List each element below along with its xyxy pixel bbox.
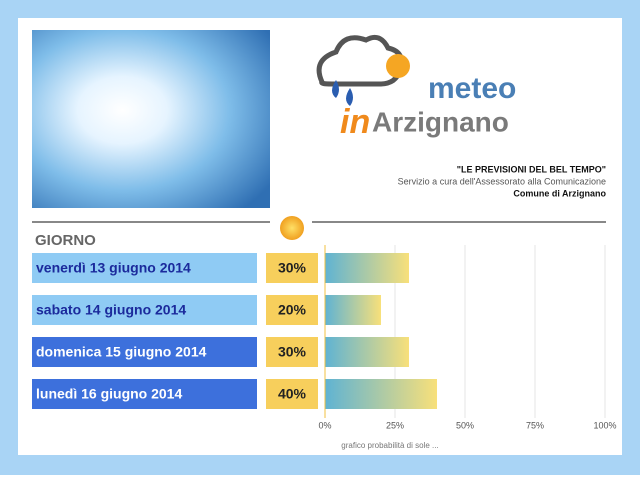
percent-box (266, 253, 318, 283)
x-tick-label: 100% (593, 420, 616, 430)
value-label: 30% (278, 344, 307, 360)
bar (325, 337, 409, 367)
bar (325, 253, 409, 283)
sky-photo (32, 30, 270, 208)
percent-box (266, 295, 318, 325)
day-box (32, 295, 257, 325)
x-tick-label: 50% (456, 420, 474, 430)
day-box (32, 337, 257, 367)
percent-box (266, 379, 318, 409)
x-axis-label: grafico probabilità di sole ... (341, 441, 438, 450)
sun-icon (280, 216, 304, 240)
x-tick-label: 25% (386, 420, 404, 430)
slogan: "LE PREVISIONI DEL BEL TEMPO" (457, 164, 606, 174)
logo-in: in (340, 103, 370, 141)
day-box (32, 379, 257, 409)
bar (325, 295, 381, 325)
logo-icon (316, 34, 410, 106)
logo-town: Arzignano (372, 106, 509, 137)
service: Servizio a cura dell'Assessorato alla Co… (398, 176, 606, 186)
day-label: domenica 15 giugno 2014 (36, 344, 207, 360)
day-label: sabato 14 giugno 2014 (36, 302, 186, 318)
value-label: 30% (278, 260, 307, 276)
value-label: 20% (278, 302, 307, 318)
day-label: venerdì 13 giugno 2014 (36, 260, 191, 276)
logo-word: meteo (428, 72, 516, 105)
day-label: lunedì 16 giugno 2014 (36, 386, 182, 402)
day-box (32, 253, 257, 283)
value-label: 40% (278, 386, 307, 402)
comune: Comune di Arzignano (513, 188, 606, 198)
category-header: GIORNO (35, 232, 96, 249)
bar (325, 379, 437, 409)
x-tick-label: 0% (318, 420, 331, 430)
percent-box (266, 337, 318, 367)
x-tick-label: 75% (526, 420, 544, 430)
